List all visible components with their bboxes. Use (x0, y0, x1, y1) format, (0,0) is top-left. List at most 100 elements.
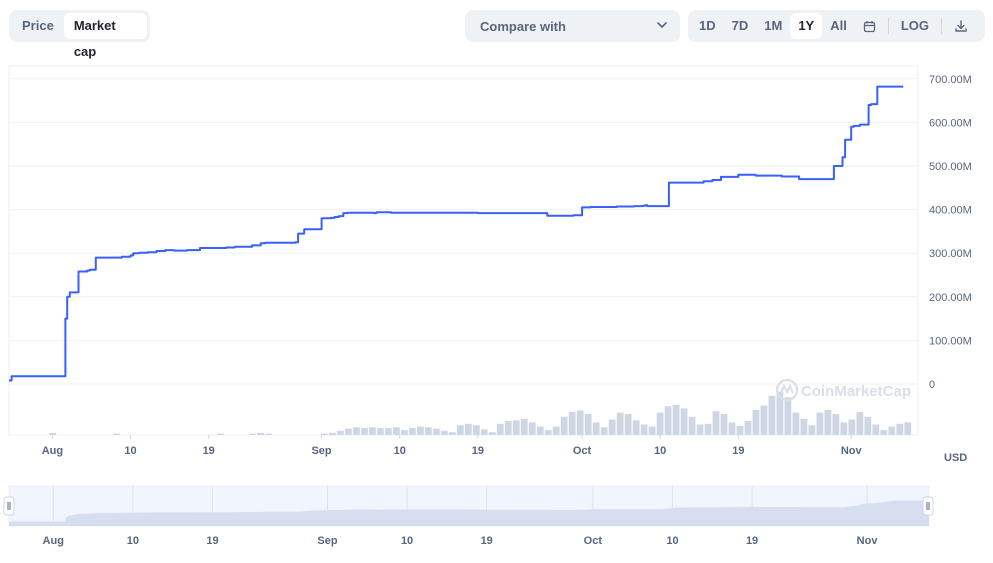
volume-bar (904, 422, 912, 435)
separator (941, 18, 943, 34)
volume-bar (424, 427, 432, 435)
coinmarketcap-logo-icon (775, 378, 799, 402)
download-icon (955, 20, 967, 32)
volume-bar (792, 412, 800, 435)
navigator-x-tick-label: Sep (317, 535, 337, 547)
volume-bar (576, 410, 584, 435)
volume-bar (704, 423, 712, 435)
volume-bar (760, 405, 768, 435)
volume-bar (376, 428, 384, 435)
navigator-handle-left[interactable] (3, 496, 15, 516)
volume-bar (776, 391, 784, 435)
volume-bar (464, 423, 472, 435)
x-tick-label: Sep (311, 445, 331, 457)
navigator-x-axis-labels: Aug 10 19 Sep 10 19 Oct 10 19 Nov (43, 535, 879, 547)
volume-bar (49, 432, 57, 435)
volume-bar (361, 428, 368, 435)
market-cap-line (9, 85, 904, 382)
volume-bar (249, 433, 256, 435)
volume-bar (656, 412, 664, 435)
volume-bar (856, 411, 864, 435)
volume-bar (568, 411, 576, 435)
time-range-group: 1D 7D 1M 1Y All LOG (688, 10, 985, 42)
volume-bar (217, 433, 224, 435)
calendar-button[interactable] (855, 13, 884, 39)
volume-bar (400, 430, 408, 435)
volume-bar (720, 414, 728, 435)
navigator-x-tick-label: 10 (666, 535, 678, 547)
volume-bar (480, 429, 488, 435)
log-scale-button[interactable]: LOG (900, 18, 930, 33)
y-tick-label: 0 (929, 379, 935, 391)
range-1m-button[interactable]: 1M (764, 18, 783, 33)
price-marketcap-toggle: Price Market cap (9, 10, 150, 59)
volume-bar (600, 427, 608, 435)
volume-bar (640, 424, 648, 435)
volume-bar (800, 418, 808, 435)
volume-bar (408, 428, 416, 435)
range-1d-button[interactable]: 1D (699, 18, 716, 33)
x-tick-label: 10 (394, 445, 406, 457)
volume-bar (816, 412, 824, 435)
x-tick-label: Oct (573, 445, 592, 457)
volume-bar (592, 422, 600, 435)
navigator-x-tick-label: Aug (43, 535, 64, 547)
volume-bar (448, 432, 456, 435)
watermark: CoinMarketCap (775, 378, 911, 402)
volume-bar (265, 433, 272, 435)
logo-wave (780, 383, 794, 395)
volume-bar (321, 433, 328, 435)
volume-bar (768, 395, 776, 435)
volume-bar (488, 432, 496, 435)
navigator-x-tick-label: Nov (857, 535, 879, 547)
volume-bars (49, 391, 912, 435)
volume-bar (752, 409, 760, 435)
volume-bar (616, 412, 624, 435)
volume-bar (552, 426, 560, 435)
market-cap-tab[interactable]: Market cap (63, 13, 147, 59)
y-tick-label: 400.00M (929, 205, 972, 217)
volume-bar (632, 420, 640, 435)
volume-bar (113, 433, 121, 435)
volume-bar (696, 424, 704, 435)
volume-bar (520, 418, 528, 435)
volume-bar (456, 425, 464, 435)
navigator-handle-right[interactable] (922, 496, 934, 516)
volume-bar (528, 422, 536, 435)
y-tick-label: 700.00M (929, 74, 972, 86)
compare-with-label: Compare with (480, 18, 566, 34)
calendar-icon (863, 20, 875, 32)
volume-bar (337, 430, 344, 435)
navigator-x-tick-label: 19 (481, 535, 493, 547)
compare-with-dropdown[interactable]: Compare with (465, 10, 680, 42)
separator (887, 18, 889, 34)
price-tab[interactable]: Price (22, 18, 54, 33)
x-tick-label: 19 (472, 445, 484, 457)
x-tick-label: 19 (203, 445, 215, 457)
download-button[interactable] (946, 13, 976, 39)
volume-bar (648, 426, 656, 435)
volume-bar (624, 414, 632, 435)
volume-bar (712, 411, 720, 435)
volume-bar (664, 406, 672, 435)
volume-bar (496, 423, 504, 435)
navigator-x-tick-label: 10 (127, 535, 139, 547)
watermark-text: CoinMarketCap (801, 383, 911, 400)
volume-bar (736, 425, 744, 435)
range-all-button[interactable]: All (830, 18, 847, 33)
x-tick-label: Aug (42, 445, 63, 457)
y-tick-label: 600.00M (929, 117, 972, 129)
volume-bar (608, 419, 616, 435)
volume-bar (728, 422, 736, 435)
volume-bar (416, 426, 424, 435)
volume-bar (840, 422, 848, 435)
volume-bar (744, 421, 752, 435)
y-tick-label: 100.00M (929, 335, 972, 347)
range-7d-button[interactable]: 7D (731, 18, 749, 33)
navigator-area (9, 500, 929, 526)
range-1y-button[interactable]: 1Y (790, 13, 823, 39)
plot-area (8, 65, 919, 436)
volume-bar (353, 427, 360, 435)
y-axis-labels: 0 100.00M 200.00M 300.00M 400.00M 500.00M 600.… (929, 74, 972, 391)
